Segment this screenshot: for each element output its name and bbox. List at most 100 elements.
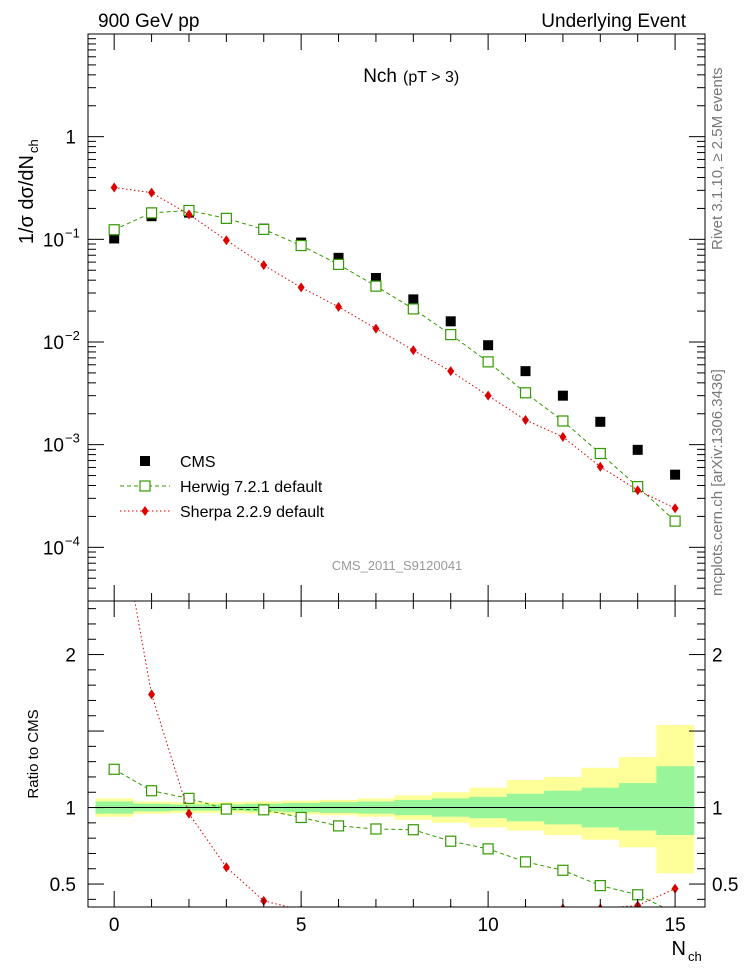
main-point-s1-0 (108, 224, 120, 236)
ratio-point-s1-8 (413, 906, 414, 907)
xtick-label: 15 (665, 915, 686, 936)
header-right-label: Underlying Event (541, 11, 686, 32)
main-point-s2-7 (372, 323, 380, 334)
header-left-label: 900 GeV pp (98, 11, 199, 32)
ratio-point-s0-4 (258, 804, 270, 816)
main-point-s0-14 (632, 444, 643, 455)
main-point-s1-5 (295, 239, 307, 252)
main-point-s2-5 (297, 282, 305, 293)
main-point-s2-15 (671, 503, 679, 514)
main-point-s0-13 (595, 416, 606, 427)
main-point-s2-14 (634, 485, 642, 496)
main-series-line (114, 186, 676, 509)
main-point-s1-15 (669, 515, 681, 527)
main-ytick-label: 1 (65, 128, 76, 149)
analysis-watermark: CMS_2011_S9120041 (332, 558, 463, 573)
main-point-s1-13 (594, 447, 606, 460)
ratio-point-s1-1 (148, 689, 156, 700)
xlabel-sub: ch (688, 949, 702, 964)
ratio-point-s0-6 (332, 820, 345, 832)
ratio-ytick-label-right: 0.5 (712, 875, 738, 896)
main-point-s2-11 (522, 414, 530, 425)
ratio-ylabel: Ratio to CMS (25, 709, 42, 798)
main-point-s2-0 (110, 182, 118, 193)
ratio-point-s0-11 (519, 856, 532, 868)
main-point-s0-11 (520, 366, 531, 377)
ratio-point-s0-10 (482, 843, 494, 855)
main-point-s2-10 (484, 390, 492, 401)
ratio-point-s1-7 (375, 906, 377, 907)
main-ytick-label-exp: −2 (65, 328, 80, 343)
ratio-ytick-label-left: 1 (65, 799, 76, 820)
main-point-s2-1 (148, 187, 156, 198)
legend-marker (141, 506, 149, 516)
main-point-s1-3 (220, 212, 232, 224)
main-point-s0-15 (670, 469, 681, 480)
main-point-s2-6 (335, 301, 343, 312)
main-point-s0-0 (109, 233, 120, 244)
main-ytick-label-exp: −4 (65, 533, 80, 548)
main-title: Nch (363, 66, 397, 87)
main-ytick-label: 10 (43, 538, 64, 559)
ratio-band-bin-15 (656, 766, 695, 836)
main-ytick-label-exp: −3 (65, 431, 80, 446)
legend-entry-2: Sherpa 2.2.9 default (180, 504, 325, 521)
main-point-s2-8 (409, 345, 417, 356)
xtick-label: 10 (478, 915, 499, 936)
ratio-point-s0-14 (632, 889, 644, 901)
xtick-label: 5 (296, 915, 307, 936)
main-ytick-label-exp: −1 (65, 225, 80, 240)
main-point-s0-9 (445, 316, 456, 327)
main-point-s2-3 (222, 235, 230, 246)
ratio-point-s0-5 (295, 811, 307, 824)
main-point-s1-7 (370, 280, 382, 292)
ratio-ytick-label-left: 2 (65, 646, 76, 667)
ratio-point-s1-15 (671, 883, 679, 894)
ratio-ytick-label-right: 1 (712, 799, 723, 820)
ratio-point-s0-7 (370, 823, 382, 835)
legend-marker (139, 480, 151, 492)
main-point-s1-11 (519, 387, 532, 399)
main-point-s1-12 (557, 415, 569, 427)
ratio-frame (87, 600, 706, 908)
main-title-sub: (pT > 3) (403, 69, 459, 86)
main-point-s0-8 (408, 294, 419, 305)
ratio-clip-group (88, 601, 705, 907)
main-point-s0-10 (483, 340, 494, 351)
main-point-s0-6 (333, 252, 344, 263)
ratio-ytick-label-right: 2 (712, 646, 723, 667)
ratio-point-s0-12 (557, 864, 569, 876)
ratio-point-s1-3 (222, 862, 230, 873)
main-point-s2-4 (260, 260, 268, 271)
main-point-s0-12 (557, 390, 568, 401)
ratio-series-line (113, 768, 664, 907)
main-ytick-label: 10 (43, 230, 64, 251)
rivet-version-label: Rivet 3.1.10, ≥ 2.5M events (709, 68, 726, 251)
ratio-point-s0-9 (445, 835, 457, 847)
legend-entry-1: Herwig 7.2.1 default (180, 479, 323, 496)
main-point-s2-13 (596, 461, 604, 472)
main-point-s1-8 (407, 303, 419, 315)
main-ylabel-sub: ch (26, 139, 41, 153)
main-ylabel: 1/σ dσ/dN (16, 155, 38, 244)
ratio-point-s0-0 (108, 763, 120, 775)
main-ytick-label: 10 (43, 436, 64, 457)
ratio-ytick-label-left: 0.5 (50, 875, 76, 896)
ratio-point-s0-8 (407, 824, 419, 836)
main-point-s2-12 (559, 431, 567, 442)
ratio-point-s1-2 (185, 808, 193, 819)
main-series-line (113, 209, 676, 522)
mcplots-label: mcplots.cern.ch [arXiv:1306.3436] (709, 369, 726, 596)
main-ytick-label: 10 (43, 333, 64, 354)
main-ylabel-group: 1/σ dσ/dN ch (16, 139, 41, 244)
main-point-s0-7 (370, 273, 381, 284)
main-point-s2-9 (447, 366, 455, 377)
main-point-s1-1 (145, 207, 158, 219)
main-point-s1-10 (482, 356, 494, 368)
ratio-point-s0-3 (220, 803, 232, 815)
main-point-s1-4 (258, 223, 270, 235)
legend-marker (140, 456, 150, 466)
xtick-label: 0 (109, 915, 120, 936)
main-point-s1-6 (332, 258, 345, 270)
